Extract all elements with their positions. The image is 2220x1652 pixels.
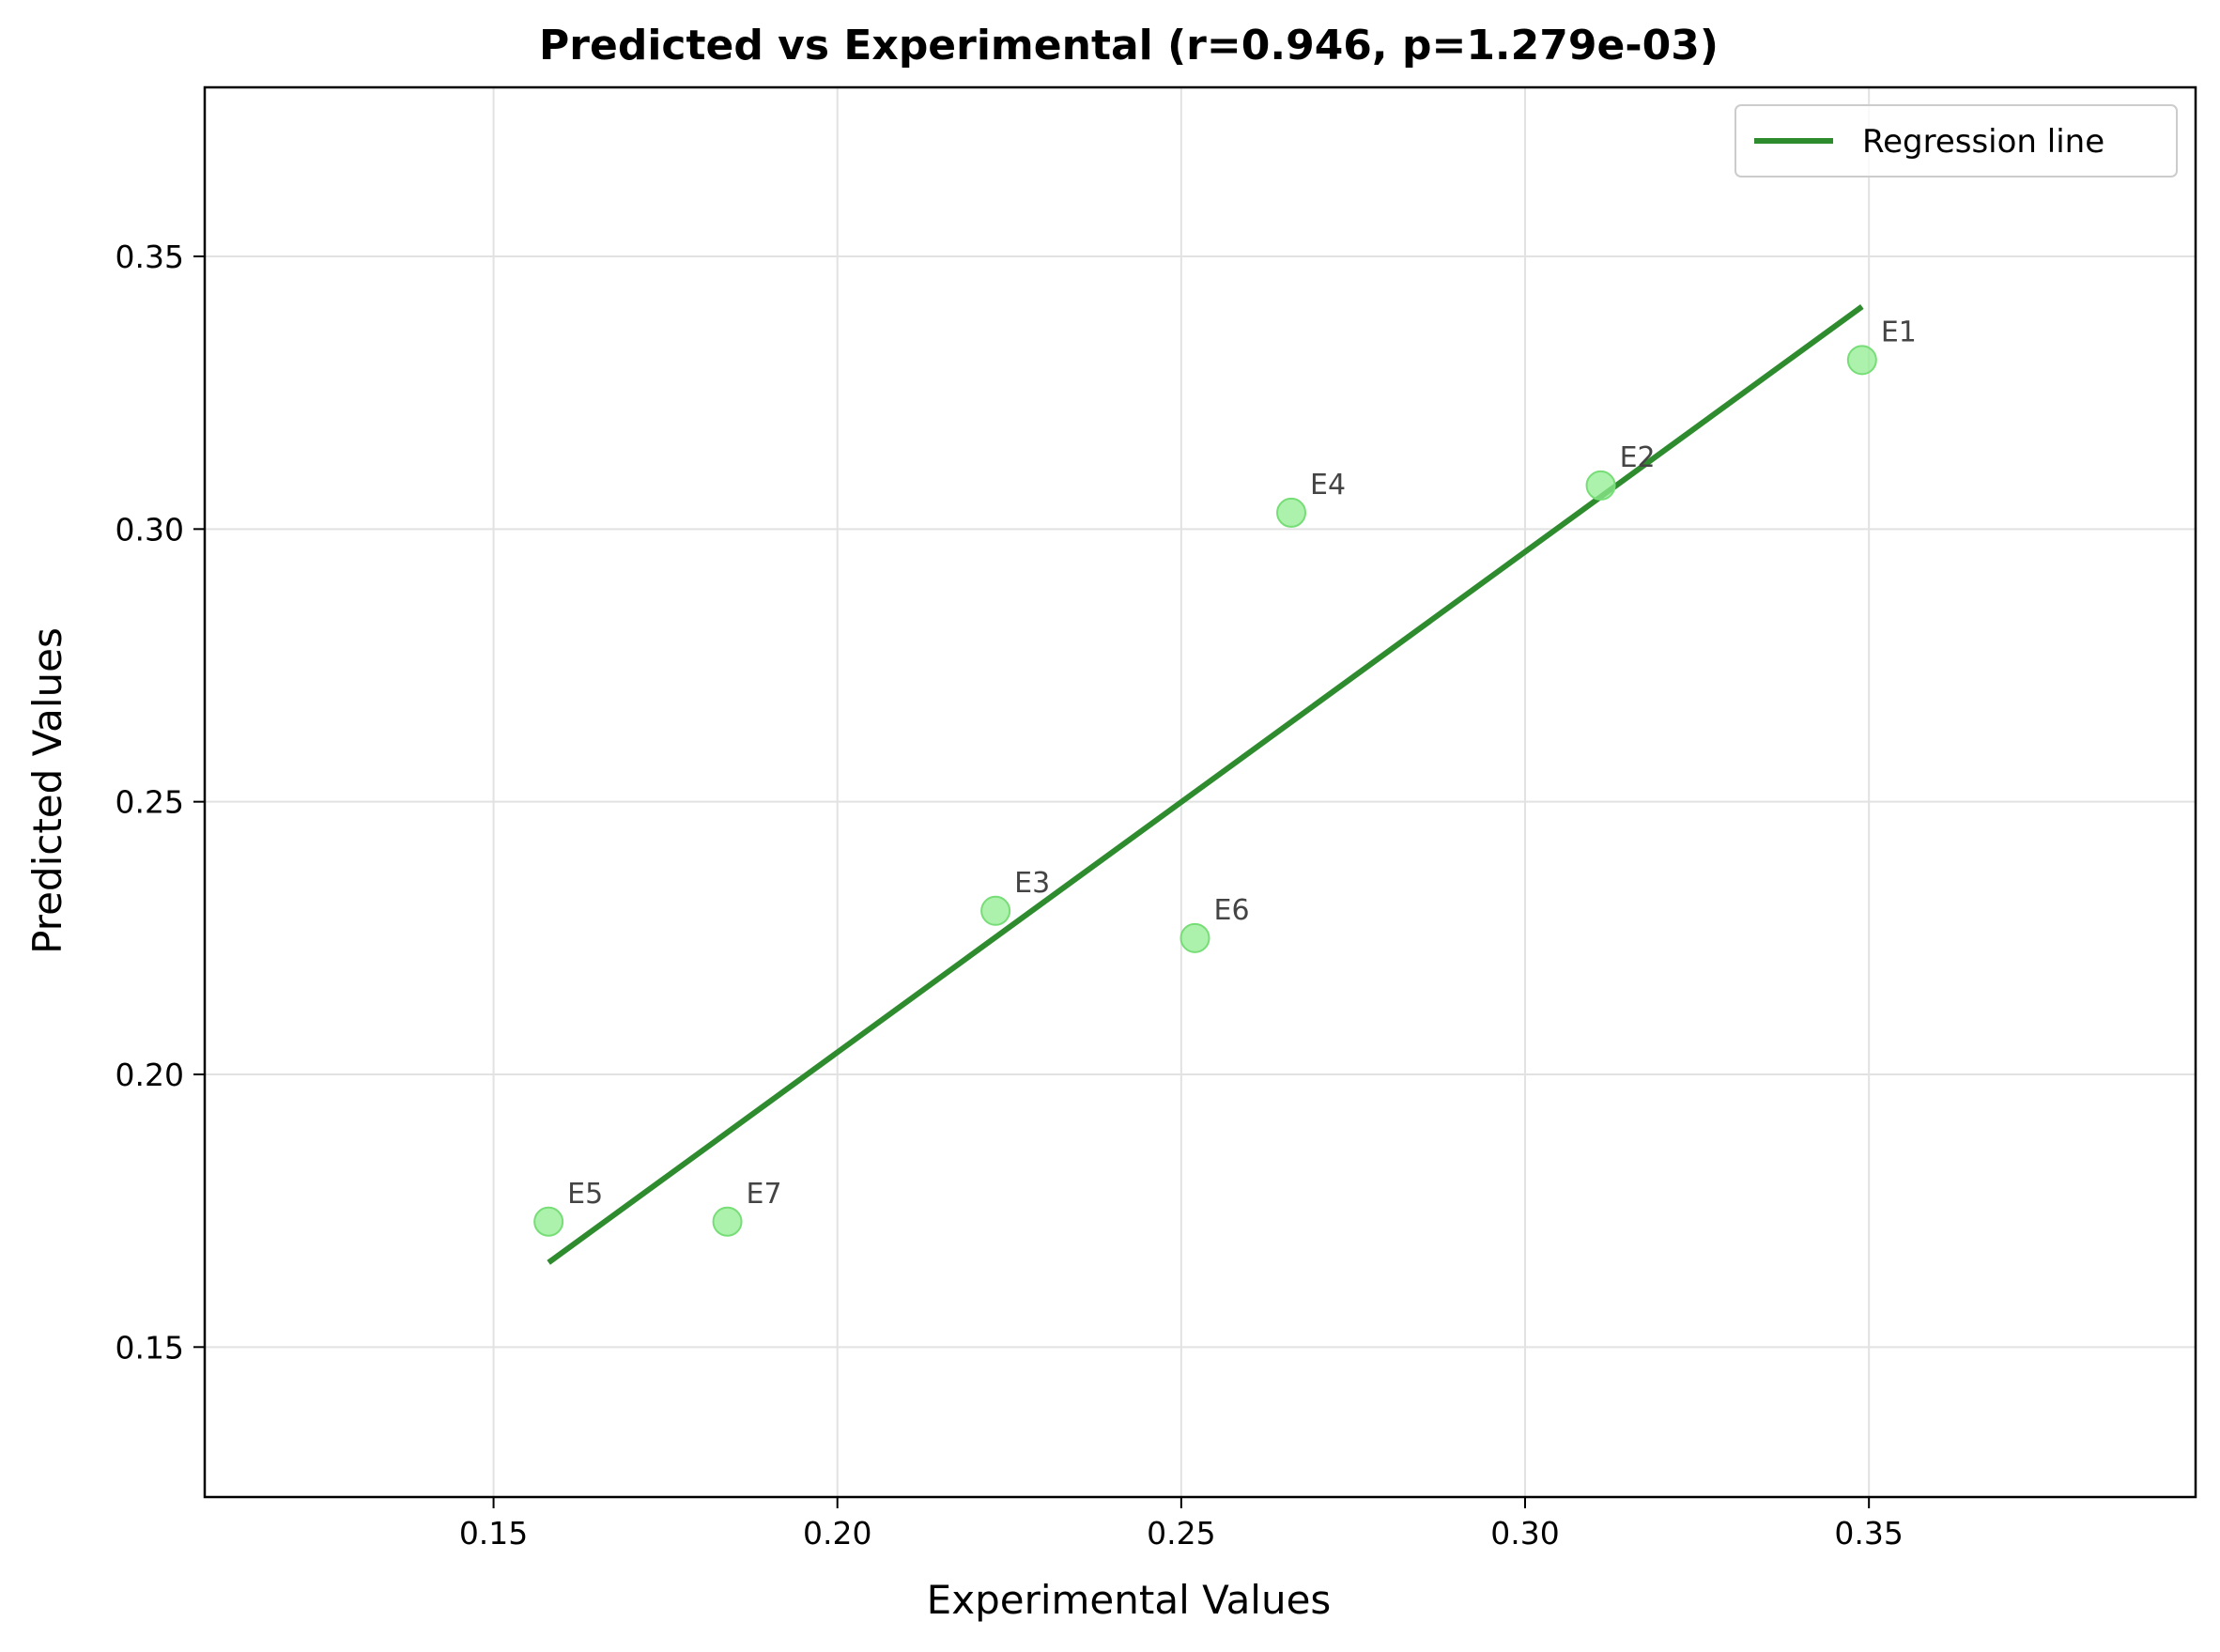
data-point-e4 (1276, 497, 1307, 528)
data-point-e7 (712, 1206, 743, 1237)
y-tick-label: 0.25 (116, 784, 184, 821)
axis-ticks: 0.15 0.20 0.25 0.30 0.35 0.15 0.20 0.25 0.30 0.35 (116, 239, 1904, 1552)
legend-label-regression: Regression line (1862, 123, 2104, 161)
x-tick-label: 0.20 (803, 1515, 871, 1552)
data-point-e3 (980, 895, 1011, 926)
point-label-e6: E6 (1214, 894, 1250, 927)
grid-lines (205, 87, 2196, 1497)
y-tick-label: 0.15 (116, 1329, 184, 1366)
legend: Regression line (1734, 104, 2178, 178)
y-tick-label: 0.35 (116, 239, 184, 275)
data-point-e2 (1585, 470, 1616, 501)
y-tick-label: 0.30 (116, 511, 184, 548)
point-labels: E1 E2 E3 E4 E5 E6 E7 (567, 316, 1917, 1210)
legend-box (1734, 104, 2178, 178)
x-axis-label: Experimental Values (927, 1577, 1332, 1623)
x-tick-label: 0.35 (1834, 1515, 1903, 1552)
y-axis-label: Predicted Values (24, 627, 70, 954)
x-tick-label: 0.15 (459, 1515, 528, 1552)
y-tick-label: 0.20 (116, 1057, 184, 1093)
x-tick-label: 0.25 (1147, 1515, 1215, 1552)
scatter-points (533, 345, 1877, 1237)
point-label-e4: E4 (1310, 469, 1346, 502)
point-label-e1: E1 (1881, 316, 1917, 348)
point-label-e2: E2 (1620, 441, 1656, 474)
data-point-e1 (1846, 345, 1877, 376)
point-label-e5: E5 (567, 1178, 603, 1211)
regression-line (547, 303, 1864, 1265)
chart-title: Predicted vs Experimental (r=0.946, p=1.… (539, 22, 1719, 69)
data-point-e5 (533, 1206, 564, 1237)
plot-area-frame (203, 85, 2197, 1499)
regression-line-layer (547, 303, 1864, 1265)
point-label-e7: E7 (747, 1178, 782, 1211)
data-point-e6 (1179, 922, 1210, 953)
point-label-e3: E3 (1014, 867, 1050, 900)
x-tick-label: 0.30 (1490, 1515, 1559, 1552)
